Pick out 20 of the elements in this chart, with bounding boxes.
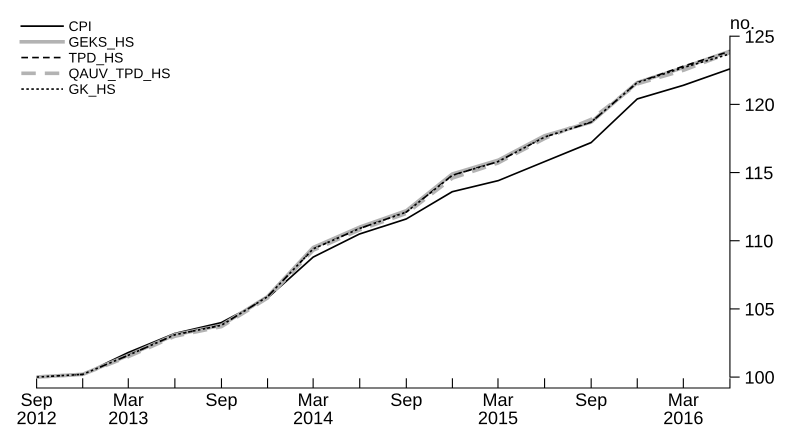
x-tick-label: Mar 2015: [478, 394, 518, 424]
y-tick-label: 125: [746, 30, 774, 43]
y-tick-label: 105: [746, 302, 774, 316]
legend-label: QAUV_TPD_HS: [69, 68, 170, 81]
y-axis-title: no.: [731, 19, 754, 30]
x-tick-label: Sep 2012: [17, 393, 56, 424]
x-tick-label: Sep: [206, 393, 237, 410]
legend-label: TPD_HS: [68, 52, 123, 66]
y-tick-label: 115: [746, 166, 773, 180]
x-tick-label: Sep: [576, 393, 606, 410]
y-tick-label: 100: [746, 371, 774, 384]
y-tick-label: 120: [746, 98, 774, 112]
x-tick-label: Mar 2016: [664, 394, 703, 424]
x-tick-label: Mar 2014: [294, 394, 333, 424]
y-tick-label: 110: [746, 234, 773, 248]
x-tick-label: Mar 2013: [109, 394, 148, 424]
legend-label: GK_HS: [69, 84, 116, 97]
x-tick-label: Sep: [391, 393, 422, 410]
legend-label: CPI: [69, 21, 90, 32]
legend-label: GEKS_HS: [69, 37, 134, 50]
